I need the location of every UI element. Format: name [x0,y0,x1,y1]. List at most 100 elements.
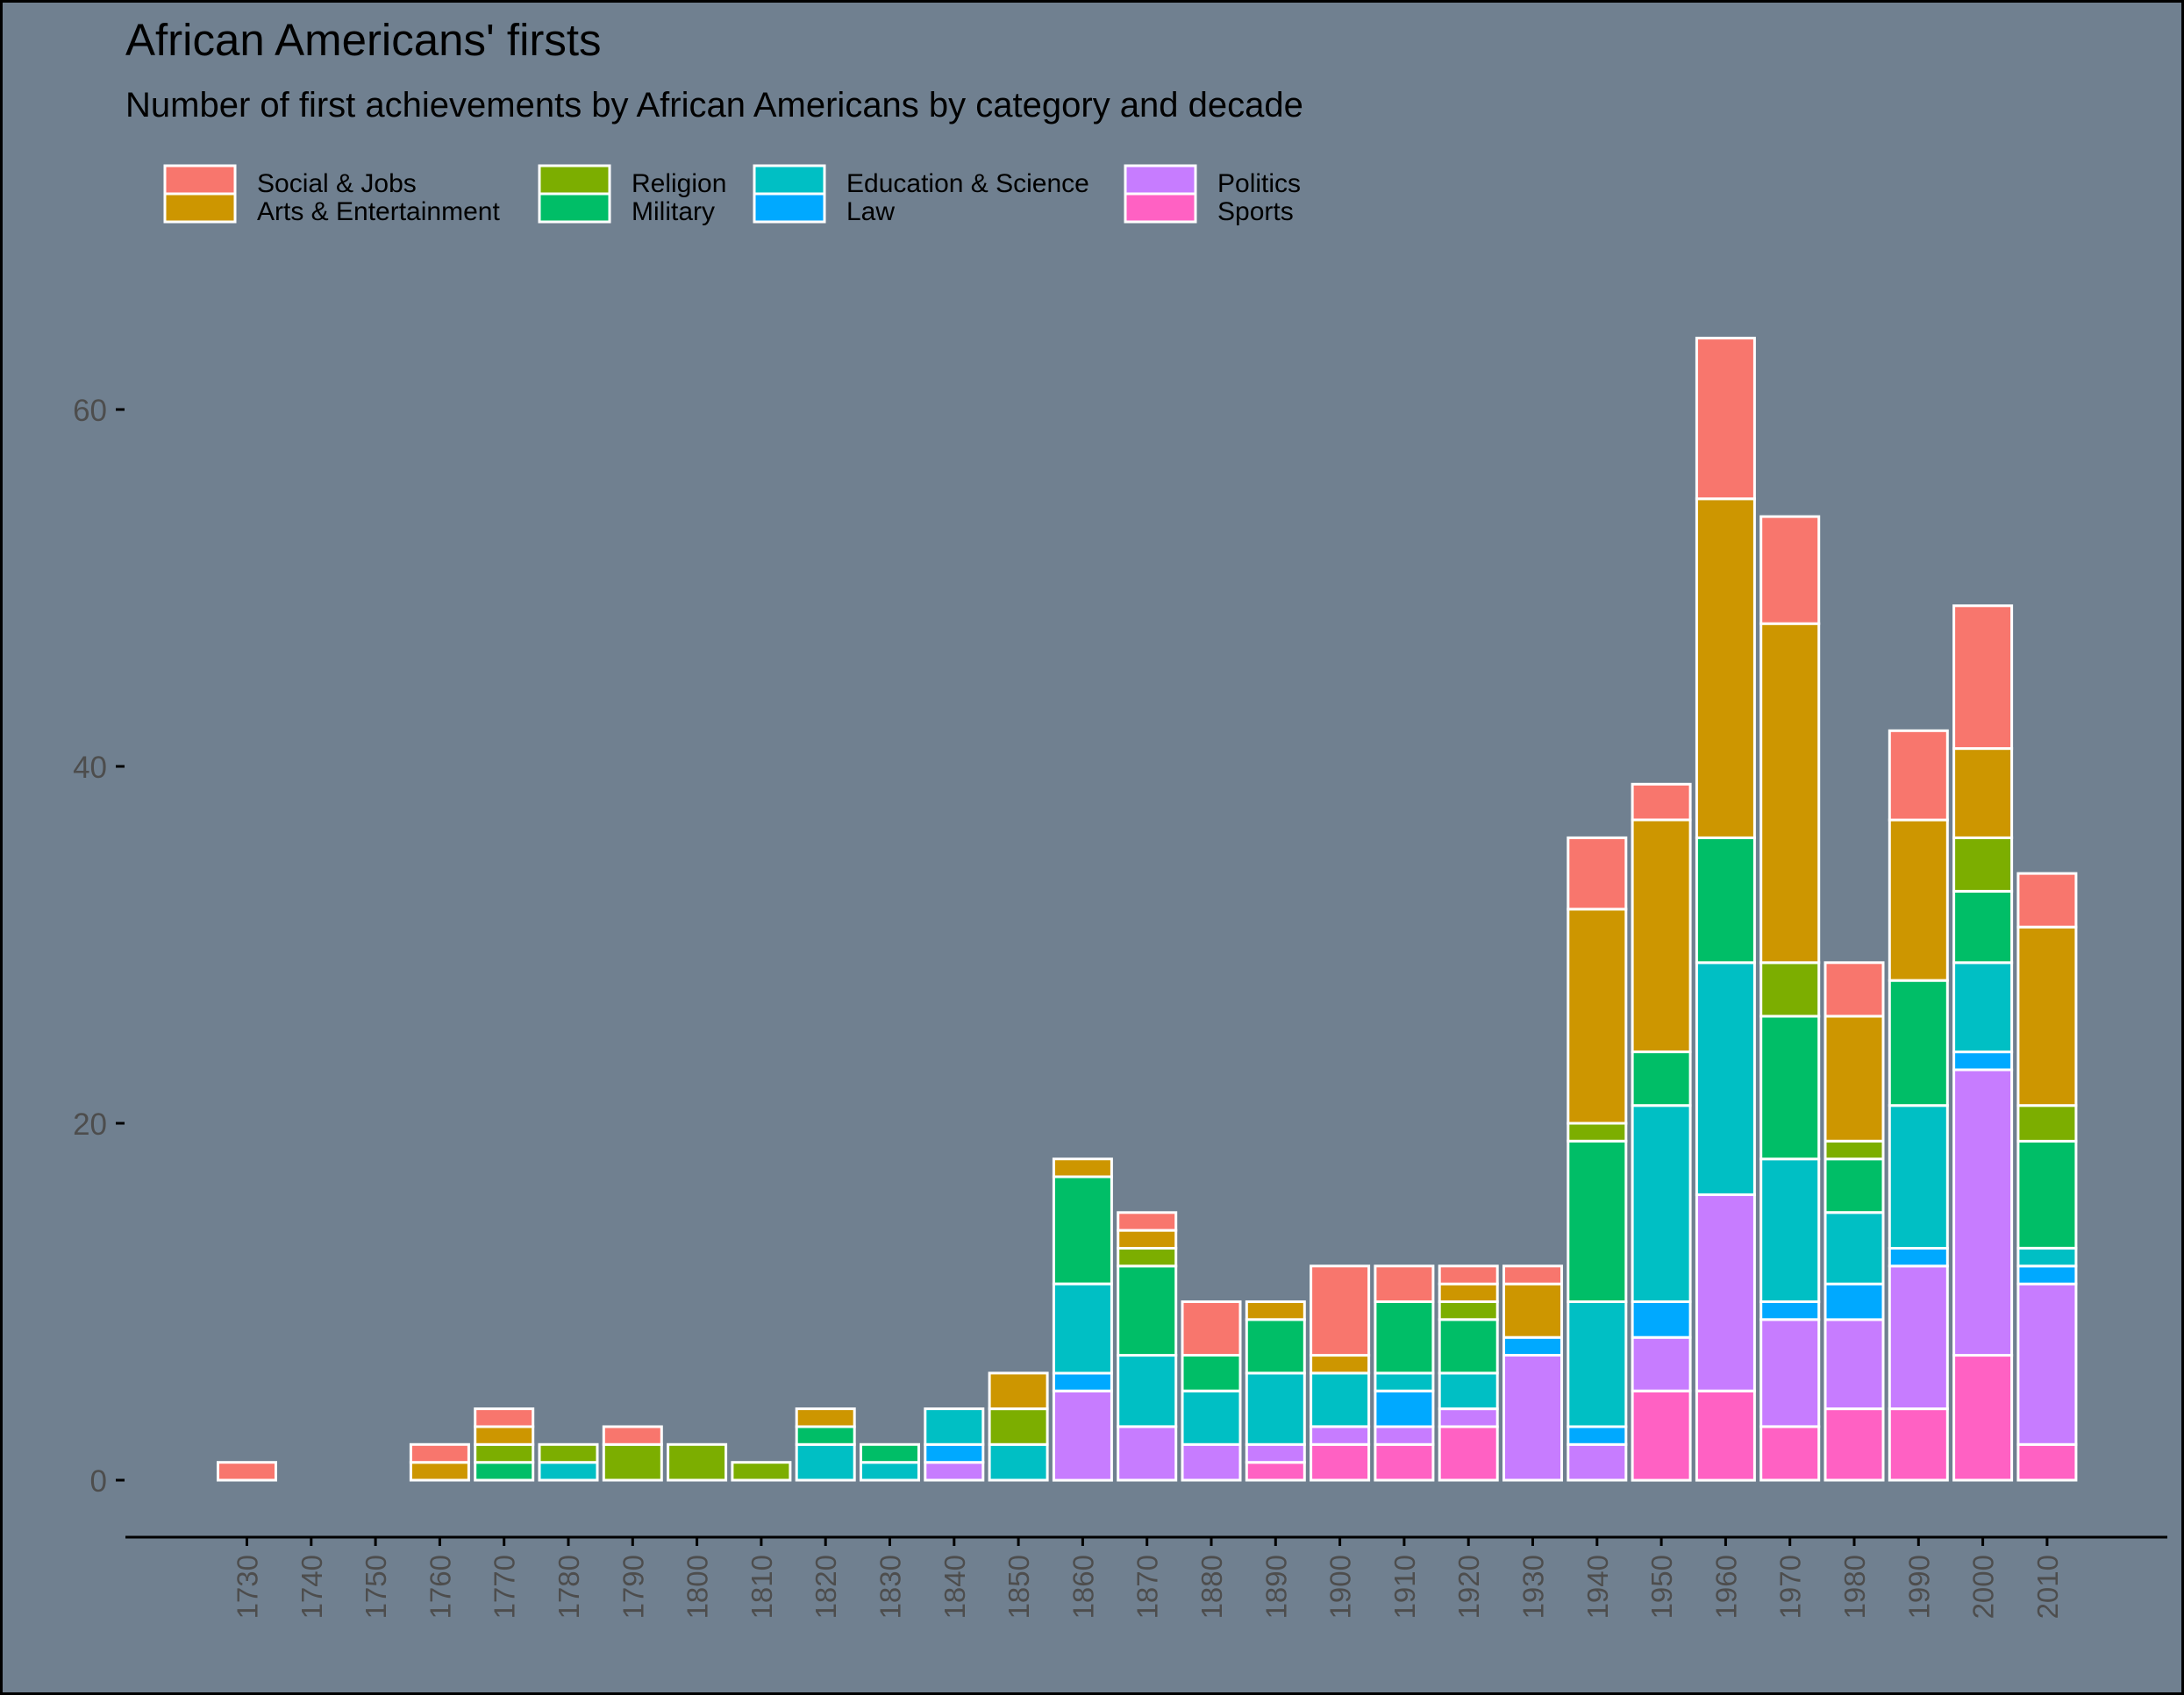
chart-subtitle: Number of first achievements by African … [125,86,1303,125]
y-tick-label-20: 20 [73,1107,107,1142]
bar-religion-2010 [2016,1104,2078,1143]
bar-sports-1890 [1245,1461,1306,1482]
bar-arts-and-entertainment-1960 [1695,497,1756,839]
bar-military-1970 [1759,1015,1821,1161]
bar-education-and-science-1950 [1631,1104,1692,1303]
bars-group [217,337,2078,1482]
bar-education-and-science-1830 [860,1461,920,1482]
bar-military-1820 [795,1425,856,1446]
bar-social-and-jobs-1770 [474,1407,535,1428]
bar-law-2010 [2016,1264,2078,1285]
bar-sports-2010 [2016,1442,2078,1482]
bar-education-and-science-1780 [538,1461,599,1482]
bar-sports-1970 [1759,1425,1821,1482]
x-tick-label-1960: 1960 [1709,1555,1742,1619]
x-tick-label-1740: 1740 [296,1555,328,1619]
x-tick-label-1910: 1910 [1388,1555,1421,1619]
legend-key-law [753,192,826,224]
legend-label-arts-and-entertainment: Arts & Entertainment [257,197,500,226]
bar-education-and-science-1900 [1310,1371,1371,1428]
bar-politics-1980 [1824,1318,1885,1411]
bar-military-1950 [1631,1050,1692,1107]
x-tick-label-1840: 1840 [939,1555,971,1619]
bar-politics-1900 [1310,1425,1371,1446]
bar-social-and-jobs-1920 [1438,1264,1499,1285]
bar-military-2010 [2016,1139,2078,1250]
bar-arts-and-entertainment-1850 [988,1371,1049,1411]
legend-label-religion: Religion [632,169,726,198]
bar-arts-and-entertainment-1760 [409,1461,470,1482]
bar-sports-1900 [1310,1442,1371,1482]
x-tick-label-1850: 1850 [1003,1555,1035,1619]
bar-religion-1800 [667,1442,728,1482]
bar-military-1980 [1824,1157,1885,1214]
x-tick-label-1920: 1920 [1452,1555,1485,1619]
bar-military-1910 [1374,1300,1435,1375]
bar-arts-and-entertainment-1890 [1245,1300,1306,1321]
bar-arts-and-entertainment-1860 [1052,1157,1113,1179]
bar-politics-1880 [1181,1442,1242,1482]
bar-religion-1920 [1438,1300,1499,1321]
bar-education-and-science-1880 [1181,1389,1242,1446]
bar-sports-1960 [1695,1389,1756,1482]
bar-arts-and-entertainment-1770 [474,1425,535,1446]
bar-law-1930 [1502,1335,1563,1357]
bar-law-1970 [1759,1300,1821,1321]
bar-politics-1920 [1438,1407,1499,1428]
x-tick-label-1870: 1870 [1131,1555,1164,1619]
bar-social-and-jobs-1940 [1567,836,1628,911]
legend: Social & Jobs Religion Education & Science… [163,164,1301,226]
bar-religion-1850 [988,1407,1049,1446]
bar-politics-1960 [1695,1193,1756,1392]
bar-religion-1870 [1117,1247,1178,1268]
bar-law-1950 [1631,1300,1692,1339]
bar-military-1940 [1567,1139,1628,1304]
bar-sports-1950 [1631,1389,1692,1482]
bar-sports-1980 [1824,1407,1885,1482]
bar-politics-1890 [1245,1442,1306,1464]
bar-arts-and-entertainment-1870 [1117,1229,1178,1250]
x-tick-label-1800: 1800 [682,1555,714,1619]
bar-sports-2000 [1952,1354,2014,1482]
bar-social-and-jobs-1900 [1310,1264,1371,1357]
bar-arts-and-entertainment-1920 [1438,1282,1499,1303]
legend-key-military [538,192,611,224]
x-tick-label-1930: 1930 [1517,1555,1550,1619]
bar-social-and-jobs-1870 [1117,1211,1178,1232]
bar-law-2000 [1952,1050,2014,1072]
bar-religion-1970 [1759,961,1821,1018]
bar-religion-1940 [1567,1122,1628,1143]
bar-politics-1930 [1502,1354,1563,1482]
bar-religion-2000 [1952,836,2014,893]
x-tick-label-1900: 1900 [1324,1555,1357,1619]
bar-military-1870 [1117,1264,1178,1357]
x-tick-label-1940: 1940 [1581,1555,1614,1619]
bar-education-and-science-1840 [924,1407,985,1446]
legend-label-law: Law [846,197,895,226]
bar-military-1860 [1052,1175,1113,1285]
bar-arts-and-entertainment-1900 [1310,1354,1371,1375]
bar-law-1990 [1888,1247,1949,1268]
bar-religion-1770 [474,1442,535,1464]
bar-social-and-jobs-2000 [1952,604,2014,751]
bar-social-and-jobs-1910 [1374,1264,1435,1304]
bar-education-and-science-1850 [988,1442,1049,1482]
bar-military-1990 [1888,979,1949,1107]
bar-social-and-jobs-1880 [1181,1300,1242,1357]
bar-social-and-jobs-1980 [1824,961,1885,1018]
x-tick-label-1830: 1830 [874,1555,907,1619]
x-tick-label-1760: 1760 [424,1555,456,1619]
bar-politics-1990 [1888,1264,1949,1411]
bar-politics-1950 [1631,1335,1692,1392]
legend-key-sports [1124,192,1197,224]
legend-key-social-and-jobs [163,164,237,196]
x-tick-label-1770: 1770 [489,1555,521,1619]
bar-politics-2010 [2016,1282,2078,1446]
bar-arts-and-entertainment-1990 [1888,818,1949,982]
bar-sports-1910 [1374,1442,1435,1482]
bar-social-and-jobs-1730 [217,1461,277,1482]
bar-military-1890 [1245,1318,1306,1375]
bar-law-1980 [1824,1282,1885,1321]
bar-arts-and-entertainment-1820 [795,1407,856,1428]
x-tick-label-1730: 1730 [232,1555,264,1619]
